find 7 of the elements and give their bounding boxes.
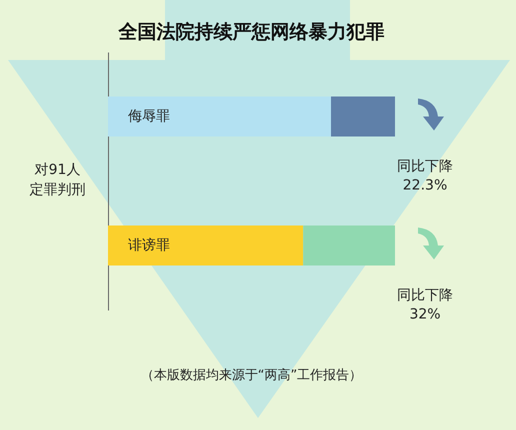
y-axis-title: 对91人定罪判刑 (28, 161, 86, 200)
y-tick-label: 侮辱罪 (128, 108, 170, 124)
text: 同比下降 32% (397, 288, 453, 322)
y-tick-label: 诽谤罪 (128, 238, 170, 254)
text: （本版数据均来源于“两高”工作报告） (140, 367, 362, 383)
text: 同比下降 22.3% (397, 158, 453, 194)
chart-title: 全国法院持续严惩网络暴力犯罪 (118, 21, 384, 43)
